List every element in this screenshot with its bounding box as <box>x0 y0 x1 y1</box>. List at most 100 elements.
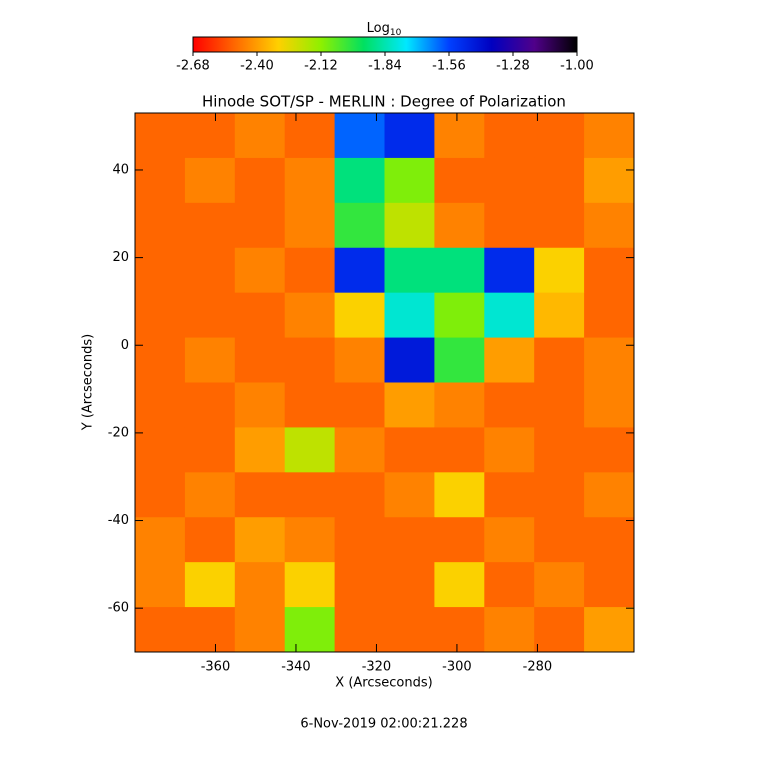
heatmap-cell <box>234 292 286 339</box>
heatmap-cell <box>284 517 336 563</box>
heatmap-cell <box>334 202 385 249</box>
heatmap-cell <box>384 337 435 383</box>
heatmap-cell <box>384 292 435 339</box>
heatmap-cell <box>184 517 236 563</box>
heatmap-cell <box>334 247 385 294</box>
heatmap-cell <box>184 472 236 518</box>
colorbar-title-sub: 10 <box>390 28 402 38</box>
heatmap-cell <box>384 202 435 249</box>
heatmap-cell <box>434 517 485 563</box>
heatmap-cell <box>434 247 485 294</box>
heatmap-cell <box>584 337 635 383</box>
colorbar <box>192 36 578 53</box>
y-tick-label: 40 <box>112 162 129 177</box>
heatmap-cell <box>284 113 336 159</box>
heatmap-cell <box>584 562 635 608</box>
heatmap-cell <box>384 607 435 653</box>
colorbar-tick-label: -1.56 <box>432 59 466 74</box>
heatmap-cell <box>284 607 336 653</box>
heatmap-cell <box>584 472 635 518</box>
heatmap-cell <box>334 517 385 563</box>
heatmap-cell <box>384 472 435 518</box>
heatmap-cell <box>334 382 385 428</box>
heatmap-cell <box>534 113 585 159</box>
heatmap-cell <box>184 427 236 473</box>
y-axis-label: Y (Arcseconds) <box>81 334 96 431</box>
heatmap-cell <box>284 157 336 204</box>
heatmap-cell <box>135 382 186 428</box>
heatmap-cell <box>384 157 435 204</box>
heatmap-cell <box>284 247 336 294</box>
heatmap-cell <box>584 292 635 339</box>
colorbar-tick-label: -2.40 <box>240 59 274 74</box>
heatmap-cell <box>384 517 435 563</box>
heatmap-cell <box>284 472 336 518</box>
heatmap-cell <box>184 247 236 294</box>
heatmap-cell <box>234 472 286 518</box>
heatmap-cell <box>135 607 186 653</box>
heatmap-cell <box>384 427 435 473</box>
x-tick-label: -300 <box>442 660 472 675</box>
heatmap-cell <box>184 607 236 653</box>
heatmap-cell <box>584 517 635 563</box>
heatmap-cell <box>484 562 535 608</box>
heatmap-cell <box>234 113 286 159</box>
heatmap-cell <box>484 113 535 159</box>
heatmap-cell <box>384 247 435 294</box>
heatmap-cell <box>334 562 385 608</box>
heatmap-cell <box>584 427 635 473</box>
heatmap-cell <box>534 562 585 608</box>
heatmap-cell <box>384 113 435 159</box>
heatmap-cell <box>135 113 186 159</box>
footer-date: 6-Nov-2019 02:00:21.228 <box>300 717 467 732</box>
colorbar-tick-label: -2.68 <box>176 59 210 74</box>
heatmap-cell <box>135 472 186 518</box>
colorbar-tick-label: -1.28 <box>496 59 530 74</box>
heatmap-cell <box>534 247 585 294</box>
x-axis-label: X (Arcseconds) <box>335 676 432 691</box>
heatmap-cell <box>484 157 535 204</box>
heatmap-cell <box>434 427 485 473</box>
heatmap-cell <box>334 113 385 159</box>
heatmap-cell <box>135 292 186 339</box>
heatmap-cell <box>334 472 385 518</box>
heatmap-cell <box>284 427 336 473</box>
heatmap-cell <box>584 157 635 204</box>
heatmap-cell <box>135 517 186 563</box>
heatmap-cell <box>284 562 336 608</box>
heatmap-cell <box>534 202 585 249</box>
heatmap-cell <box>234 247 286 294</box>
colorbar-tick-label: -1.00 <box>560 59 594 74</box>
heatmap-cell <box>434 562 485 608</box>
heatmap-cell <box>534 157 585 204</box>
y-tick-label: 0 <box>121 338 129 353</box>
heatmap-cell <box>184 382 236 428</box>
heatmap-cell <box>334 427 385 473</box>
heatmap-cell <box>484 247 535 294</box>
heatmap-cell <box>534 517 585 563</box>
heatmap-cell <box>434 202 485 249</box>
heatmap-cell <box>184 562 236 608</box>
heatmap-cell <box>184 202 236 249</box>
heatmap-cell <box>584 382 635 428</box>
heatmap-cell <box>135 157 186 204</box>
heatmap-cell <box>484 517 535 563</box>
colorbar-tick-label: -1.84 <box>368 59 402 74</box>
colorbar-title-main: Log <box>367 21 390 36</box>
heatmap-cell <box>534 292 585 339</box>
heatmap-cell <box>234 517 286 563</box>
heatmap-cell <box>534 382 585 428</box>
heatmap-cell <box>234 427 286 473</box>
heatmap-cell <box>184 113 236 159</box>
heatmap-cell <box>434 292 485 339</box>
heatmap-cell <box>484 607 535 653</box>
x-tick-label: -340 <box>281 660 311 675</box>
x-tick-label: -360 <box>201 660 231 675</box>
heatmap-cell <box>184 292 236 339</box>
heatmap-cell <box>135 202 186 249</box>
heatmap-cell <box>234 157 286 204</box>
heatmap-cell <box>534 472 585 518</box>
heatmap-cell <box>484 337 535 383</box>
heatmap-cell <box>334 157 385 204</box>
